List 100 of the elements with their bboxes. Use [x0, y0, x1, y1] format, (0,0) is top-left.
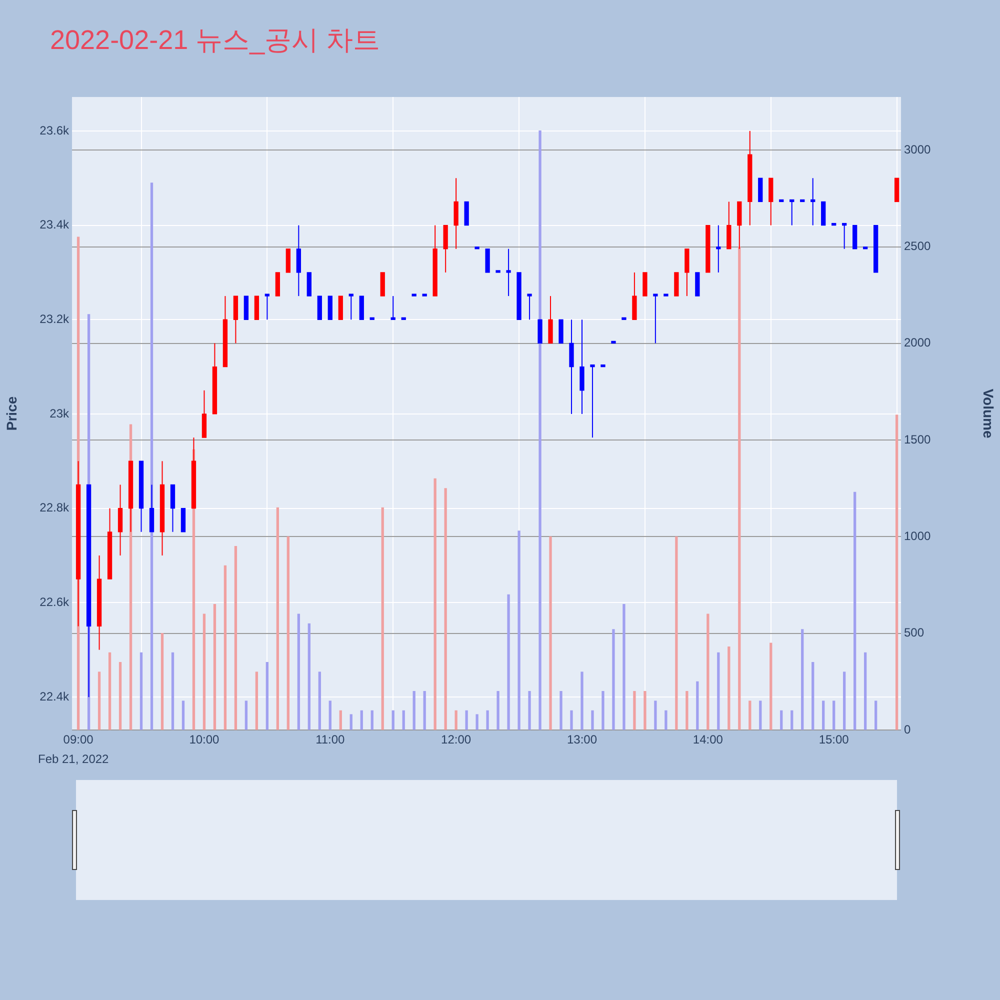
bar	[244, 700, 248, 730]
bar	[654, 700, 657, 730]
bar	[118, 662, 122, 730]
candlestick	[558, 319, 564, 344]
bar	[812, 662, 814, 730]
bar	[748, 700, 752, 730]
candlestick	[852, 224, 858, 250]
bar	[874, 700, 878, 730]
bar	[276, 507, 280, 730]
bar	[370, 710, 374, 730]
bar	[140, 652, 143, 730]
bar	[381, 507, 384, 730]
bar	[633, 691, 636, 730]
bar	[255, 672, 258, 730]
bar	[444, 488, 447, 730]
bar	[622, 604, 626, 730]
y-axis-title: Price	[3, 396, 20, 431]
x-tick-label: 15:00	[818, 732, 850, 747]
candlestick	[464, 201, 469, 226]
bar	[538, 130, 542, 730]
y-tick-label: 23.2k	[40, 312, 70, 326]
bar	[560, 691, 562, 730]
x-tick-label: 14:00	[692, 732, 724, 747]
candlestick	[706, 224, 710, 273]
bar	[580, 672, 584, 730]
bar	[644, 691, 646, 730]
y2-tick-label: 0	[904, 722, 911, 736]
y-tick-label: 23k	[50, 406, 70, 420]
bar	[171, 652, 174, 730]
bar	[854, 492, 856, 730]
bar	[507, 594, 510, 730]
bar	[832, 700, 836, 730]
candlestick	[506, 248, 511, 297]
bar	[486, 710, 489, 730]
bar	[454, 710, 458, 730]
candlestick	[821, 201, 826, 226]
candlestick	[873, 224, 878, 273]
bar	[434, 478, 436, 730]
bar	[465, 710, 468, 730]
y2-tick-label: 1000	[904, 529, 932, 544]
bar	[412, 691, 416, 730]
x-tick-label: 09:00	[63, 732, 94, 747]
y2-tick-label: 2000	[904, 336, 932, 350]
text: Feb 21, 2022	[38, 752, 110, 766]
bar	[843, 672, 846, 730]
y2-tick-label: 1500	[904, 432, 932, 446]
candlestick	[180, 508, 186, 532]
x-tick-label: 12:00	[441, 732, 472, 747]
bar	[496, 691, 500, 730]
bar	[98, 672, 101, 730]
bar	[182, 700, 185, 730]
candlestick	[758, 178, 763, 202]
bar	[759, 700, 762, 730]
x-tick-label: 11:00	[316, 732, 346, 747]
bar	[570, 710, 573, 730]
bar	[664, 710, 668, 730]
bar	[822, 700, 825, 730]
candlestick	[538, 319, 542, 344]
bar	[686, 691, 688, 730]
bar	[328, 700, 332, 730]
y-tick-label: 23.6k	[40, 123, 70, 138]
y2-tick-label: 3000	[904, 142, 932, 156]
bar	[770, 642, 772, 730]
bar	[360, 710, 363, 730]
bar	[202, 614, 206, 730]
bar	[392, 710, 394, 730]
x-tick-label: 10:00	[189, 732, 220, 747]
bar	[234, 546, 238, 730]
bar	[318, 672, 321, 730]
bar	[423, 691, 426, 730]
bar	[528, 691, 531, 730]
x-tick-label: 13:00	[566, 732, 598, 747]
bar	[864, 652, 867, 730]
bar	[549, 536, 552, 730]
bar	[350, 714, 352, 730]
bar	[518, 530, 520, 730]
bar	[717, 652, 720, 730]
chart-title: 2022-02-21 뉴스_공시 차트	[50, 24, 380, 57]
bar	[297, 614, 300, 730]
bar	[738, 246, 741, 730]
bar	[308, 623, 310, 730]
y2-tick-label: 2500	[904, 239, 932, 254]
bar	[150, 182, 154, 730]
bar	[591, 710, 594, 730]
bar	[675, 536, 678, 730]
bar	[696, 681, 699, 730]
y2-axis-title: Volume	[980, 388, 997, 438]
bar	[286, 536, 290, 730]
bar	[160, 633, 164, 730]
bar	[780, 710, 783, 730]
bar	[476, 714, 478, 730]
bar	[790, 710, 794, 730]
y2-tick-label: 500	[904, 626, 924, 640]
bar	[895, 414, 898, 730]
bar	[728, 646, 730, 730]
bar	[706, 614, 710, 730]
bar	[213, 604, 216, 730]
bar	[224, 565, 227, 730]
candlestick	[894, 178, 900, 202]
y-tick-label: 22.6k	[40, 594, 70, 609]
